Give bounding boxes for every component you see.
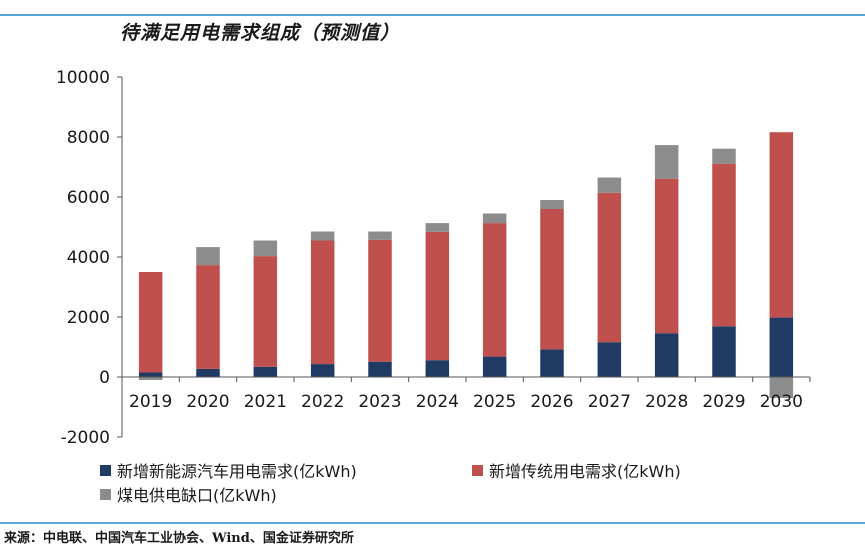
bar-segment-traditional [138, 272, 163, 373]
legend-swatch-coal-gap [100, 488, 111, 500]
bar-segment-coal-gap [769, 377, 794, 398]
top-rule [0, 14, 865, 16]
y-tick-label: 8000 [67, 128, 110, 148]
source-note: 来源：中电联、中国汽车工业协会、Wind、国金证券研究所 [4, 531, 354, 546]
bar-segment-coal-gap [597, 177, 622, 193]
legend-swatch-ev [100, 464, 111, 476]
x-tick-label: 2030 [760, 392, 803, 412]
x-tick-label: 2026 [530, 392, 573, 412]
bar-segment-coal-gap [654, 145, 679, 179]
bar-segment-coal-gap [540, 200, 564, 209]
bar-segment-ev [540, 349, 564, 377]
bar-segment-ev [368, 361, 392, 377]
bar-segment-coal-gap [482, 213, 507, 224]
bar-segment-traditional [310, 240, 335, 365]
legend-label-ev: 新增新能源汽车用电需求(亿kWh) [117, 462, 357, 481]
y-tick-label: 0 [99, 368, 110, 388]
x-tick-label: 2025 [473, 392, 516, 412]
bar-segment-coal-gap [368, 231, 392, 240]
bar-segment-traditional [482, 223, 507, 357]
bar-segment-traditional [597, 192, 622, 343]
bar-segment-ev [253, 366, 278, 377]
bar-segment-traditional [253, 256, 278, 367]
bar-segment-ev [597, 342, 622, 377]
x-tick-label: 2028 [645, 392, 688, 412]
legend-item-traditional: 新增传统用电需求(亿kWh) [472, 458, 681, 482]
bar-segment-ev [425, 360, 450, 377]
bar-segment-traditional [540, 209, 564, 350]
bar-segment-ev [769, 317, 794, 377]
legend-item-coal-gap: 煤电供电缺口(亿kWh) [100, 482, 277, 506]
x-tick-label: 2029 [702, 392, 745, 412]
y-tick-label: 2000 [67, 308, 110, 328]
x-tick-label: 2019 [129, 392, 172, 412]
bar-segment-traditional [196, 265, 220, 369]
bar-segment-coal-gap [425, 223, 450, 232]
bar-segment-traditional [769, 132, 794, 318]
bar-segment-ev [138, 372, 163, 377]
x-tick-label: 2027 [588, 392, 631, 412]
bar-segment-traditional [368, 239, 392, 362]
bar-segment-traditional [425, 231, 450, 361]
bar-segment-coal-gap [253, 240, 278, 257]
bar-segment-ev [482, 356, 507, 377]
legend-item-ev: 新增新能源汽车用电需求(亿kWh) [100, 458, 357, 482]
legend-label-traditional: 新增传统用电需求(亿kWh) [489, 462, 681, 481]
y-tick-label: -2000 [61, 428, 110, 448]
bar-segment-ev [196, 368, 220, 377]
x-tick-label: 2022 [301, 392, 344, 412]
bar-segment-traditional [712, 163, 736, 327]
chart-title: 待满足用电需求组成（预测值） [120, 22, 401, 44]
x-tick-label: 2020 [186, 392, 229, 412]
legend-label-coal-gap: 煤电供电缺口(亿kWh) [117, 486, 277, 505]
x-tick-label: 2024 [416, 392, 459, 412]
bar-segment-coal-gap [196, 247, 220, 266]
bar-segment-ev [654, 333, 679, 377]
bar-segment-ev [310, 364, 335, 377]
bottom-rule [0, 522, 865, 524]
stacked-bar-chart: -2000 0 2000 4000 6000 8000 10000 2019 2020 2021 2… [56, 68, 811, 448]
bar-segment-ev [712, 326, 736, 377]
bar-segment-coal-gap [712, 148, 736, 164]
bar-segment-coal-gap [138, 377, 163, 380]
x-tick-label: 2021 [244, 392, 287, 412]
legend-swatch-traditional [472, 464, 483, 476]
y-tick-label: 6000 [67, 188, 110, 208]
bar-segment-coal-gap [310, 231, 335, 241]
x-tick-label: 2023 [358, 392, 401, 412]
y-tick-label: 10000 [56, 68, 110, 88]
bar-segment-traditional [654, 178, 679, 334]
y-tick-label: 4000 [67, 248, 110, 268]
